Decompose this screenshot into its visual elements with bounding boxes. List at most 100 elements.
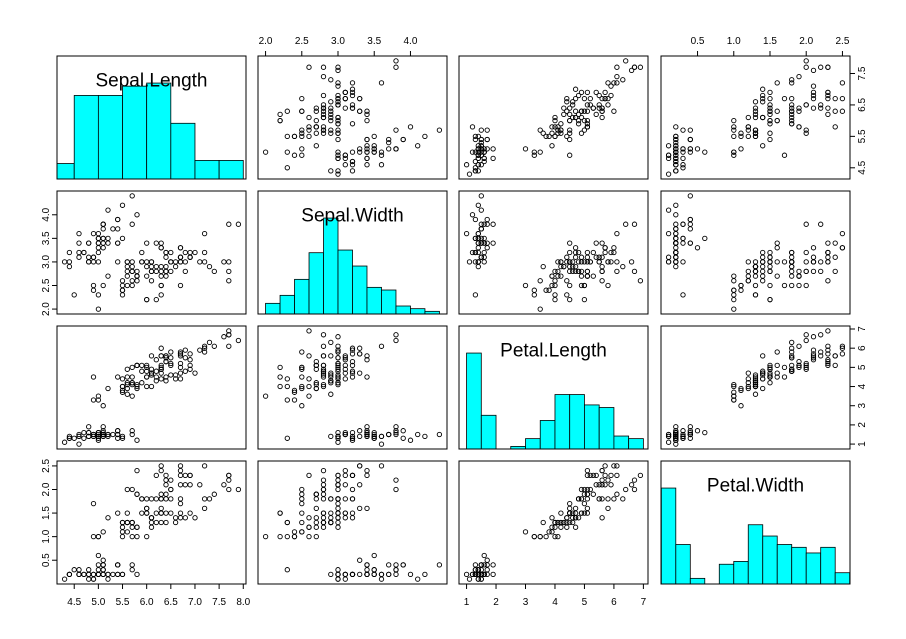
- point-106: [299, 500, 305, 507]
- point-28: [364, 143, 370, 149]
- point-126: [153, 496, 159, 502]
- point-52: [342, 366, 348, 372]
- point-144: [839, 95, 846, 102]
- point-140: [342, 353, 348, 359]
- point-2: [81, 435, 87, 441]
- point-114: [320, 124, 327, 130]
- hist-bar-petal-width-1: [675, 544, 691, 585]
- point-85: [774, 374, 780, 380]
- point-115: [825, 105, 831, 111]
- point-108: [177, 282, 184, 289]
- point-102: [608, 259, 614, 265]
- point-96: [129, 263, 135, 270]
- point-149: [139, 496, 145, 502]
- point-38: [673, 259, 679, 265]
- point-84: [767, 374, 773, 380]
- point-147: [168, 486, 174, 493]
- point-123: [789, 273, 795, 279]
- panel-sepal-length-vs-sepal-length: Sepal.Length: [56, 55, 247, 180]
- point-77: [581, 500, 588, 507]
- point-49: [673, 149, 679, 155]
- point-43: [702, 429, 708, 436]
- tick-label: 2: [857, 422, 868, 428]
- point-105: [221, 334, 227, 340]
- tick-label: 3.5: [41, 231, 52, 245]
- point-1: [335, 152, 341, 158]
- point-141: [342, 89, 348, 96]
- point-106: [299, 374, 305, 380]
- point-8: [475, 263, 481, 270]
- point-60: [95, 306, 102, 312]
- panel-sepal-width-vs-petal-width: [660, 190, 851, 315]
- point-33: [475, 202, 481, 208]
- point-89: [752, 133, 759, 140]
- point-77: [581, 259, 588, 265]
- point-3: [342, 162, 348, 168]
- point-73: [572, 268, 579, 275]
- point-100: [611, 108, 617, 114]
- point-67: [134, 533, 140, 540]
- tick-label: 7: [641, 597, 647, 608]
- point-18: [680, 428, 686, 434]
- point-112: [596, 482, 602, 488]
- point-64: [124, 263, 130, 270]
- point-133: [320, 362, 327, 369]
- point-76: [182, 368, 188, 374]
- point-136: [158, 240, 164, 246]
- point-42: [673, 435, 679, 441]
- point-84: [335, 374, 341, 380]
- point-15: [129, 193, 135, 199]
- point-68: [153, 374, 159, 380]
- point-54: [570, 102, 576, 108]
- top-axis-petal-width: 0.5 1.0 1.5 2.0 2.5: [691, 36, 850, 57]
- point-79: [537, 278, 543, 284]
- point-130: [614, 73, 620, 80]
- point-123: [313, 496, 319, 502]
- point-149: [584, 121, 591, 127]
- point-117: [393, 64, 399, 70]
- point-130: [796, 343, 802, 349]
- point-14: [673, 124, 679, 130]
- point-96: [558, 519, 564, 526]
- point-41: [284, 165, 290, 171]
- point-43: [371, 429, 377, 436]
- point-146: [299, 364, 305, 371]
- point-87: [564, 292, 570, 298]
- point-69: [124, 282, 130, 289]
- point-144: [839, 245, 846, 251]
- point-41: [680, 435, 686, 441]
- point-122: [631, 268, 638, 275]
- point-139: [187, 482, 193, 488]
- point-30: [481, 155, 487, 162]
- point-50: [192, 249, 198, 256]
- point-133: [767, 268, 773, 275]
- point-99: [320, 127, 327, 133]
- point-148: [825, 240, 831, 246]
- point-140: [342, 467, 348, 474]
- point-77: [177, 364, 184, 371]
- point-99: [752, 381, 759, 388]
- point-76: [320, 92, 327, 99]
- point-31: [115, 562, 121, 568]
- point-108: [299, 95, 305, 102]
- point-147: [587, 259, 593, 265]
- point-62: [552, 296, 558, 303]
- point-41: [284, 567, 290, 573]
- point-87: [158, 292, 164, 298]
- point-109: [378, 343, 385, 349]
- point-16: [472, 136, 479, 143]
- point-110: [168, 362, 174, 369]
- point-32: [415, 143, 421, 149]
- point-43: [702, 149, 708, 155]
- point-80: [546, 133, 552, 140]
- point-127: [335, 114, 341, 121]
- point-132: [320, 105, 327, 111]
- point-23: [357, 146, 363, 152]
- point-107: [206, 339, 213, 346]
- hist-bar-sepal-length-5: [170, 122, 196, 180]
- point-128: [810, 105, 817, 111]
- point-118: [306, 472, 312, 479]
- point-98: [522, 529, 529, 535]
- point-85: [144, 374, 150, 380]
- point-6: [364, 162, 370, 168]
